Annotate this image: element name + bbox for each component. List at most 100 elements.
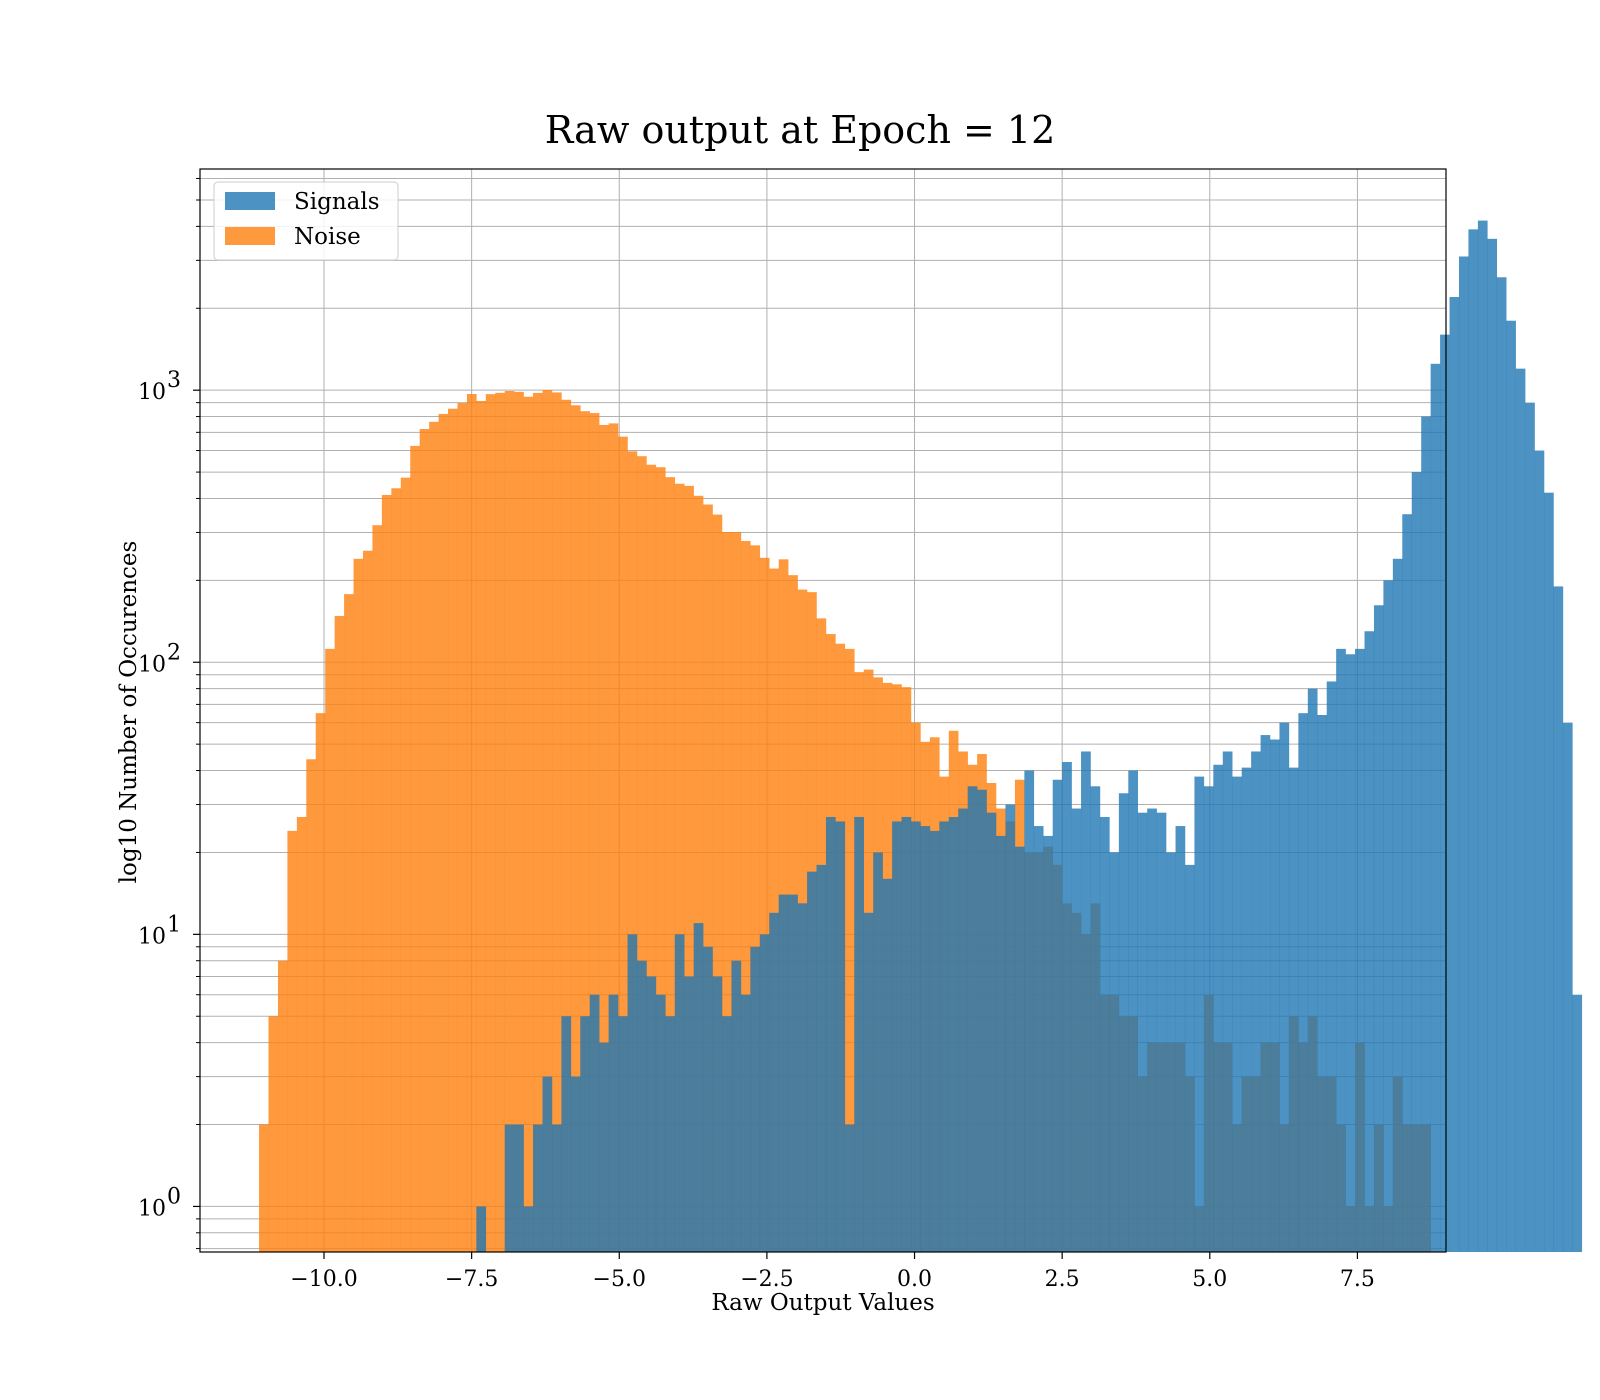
histogram-bar-signals [1468, 229, 1479, 1253]
histogram-bar-signals [807, 871, 817, 1252]
y-tick-label: 10 [138, 924, 166, 949]
histogram-bar-signals [977, 789, 987, 1252]
histogram-bar-signals [1043, 835, 1053, 1252]
histogram-bar-signals [608, 994, 619, 1252]
x-tick-label: −7.5 [445, 1267, 498, 1292]
histogram-bar-signals [523, 1206, 534, 1252]
x-tick-label: 2.5 [1045, 1267, 1080, 1292]
histogram-bar-signals [797, 903, 808, 1252]
histogram-bar-signals [910, 821, 921, 1252]
histogram-bar-signals [1553, 586, 1564, 1252]
histogram-bar-signals [655, 994, 666, 1252]
histogram-bar-signals [759, 934, 770, 1252]
histogram-bar-signals [1288, 767, 1299, 1252]
histogram-bar-signals [1496, 277, 1507, 1252]
histogram-bar-signals [1515, 368, 1526, 1252]
y-tick-label: 10 [138, 652, 166, 677]
histogram-bar-signals [551, 1124, 562, 1252]
histogram-bar-noise [438, 413, 449, 1252]
histogram-bar-signals [778, 894, 789, 1252]
histogram-bar-signals [958, 808, 968, 1252]
chart-title: Raw output at Epoch = 12 [545, 108, 1056, 152]
histogram-bar-noise [476, 400, 487, 1252]
histogram-bar-noise [759, 557, 770, 1252]
histogram-bar-signals [750, 946, 761, 1252]
histogram-bar-signals [1279, 722, 1290, 1252]
y-tick-label-exponent: 3 [167, 368, 181, 393]
histogram-bar-signals [1411, 472, 1422, 1253]
histogram-bar-signals [1326, 681, 1337, 1252]
y-axis-label: log10 Number of Occurences [116, 541, 142, 884]
histogram-bar-signals [618, 1016, 628, 1252]
histogram-bar-signals [1071, 808, 1082, 1252]
histogram-bar-signals [948, 816, 959, 1252]
legend-swatch-noise [225, 227, 275, 245]
histogram-bar-signals [1232, 776, 1242, 1252]
histogram-bar-noise [580, 411, 590, 1252]
histogram-bar-noise [495, 392, 505, 1252]
histogram-bar-noise [570, 405, 581, 1252]
legend-label-signals: Signals [294, 189, 380, 215]
histogram-bar-signals [731, 960, 742, 1252]
histogram-bar-signals [986, 812, 997, 1252]
histogram-bar-noise [750, 545, 761, 1252]
histogram-bar-noise [722, 532, 732, 1252]
histogram-bar-signals [788, 894, 798, 1252]
histogram-bar-signals [599, 1042, 609, 1252]
histogram-bar-signals [712, 976, 723, 1252]
y-tick-label: 10 [138, 380, 166, 405]
histogram-bar-signals [1156, 812, 1167, 1252]
histogram-bar-signals [1562, 722, 1573, 1252]
histogram-bar-noise [315, 713, 326, 1252]
legend-label-noise: Noise [294, 224, 361, 250]
histogram-bar-noise [589, 413, 600, 1252]
histogram-bar-noise [410, 445, 420, 1252]
histogram-bar-signals [1364, 631, 1375, 1252]
histogram-bar-noise [353, 558, 364, 1252]
plot-frame [199, 168, 1447, 1253]
histogram-bar-noise [485, 394, 496, 1252]
histogram-bar-noise [684, 485, 694, 1252]
histogram-bar-noise [731, 532, 742, 1252]
histogram-bar-signals [1383, 580, 1394, 1252]
histogram-bar-signals [636, 960, 647, 1252]
histogram-bar-noise [693, 495, 704, 1252]
histogram-bar-signals [1081, 751, 1091, 1252]
histogram-bar-signals [1251, 751, 1261, 1252]
x-tick-label: 7.5 [1340, 1267, 1375, 1292]
histogram-bar-signals [996, 835, 1006, 1252]
histogram-bar-noise [655, 467, 666, 1253]
histogram-bar-signals [580, 1016, 590, 1252]
histogram-bar-signals [476, 1206, 487, 1252]
histogram-bar-signals [1090, 786, 1101, 1252]
histogram-bar-signals [1402, 514, 1412, 1252]
histogram-bar-signals [1118, 793, 1129, 1252]
histogram-bar-signals [1317, 715, 1327, 1252]
histogram-bar-signals [920, 826, 931, 1252]
histogram-bar-noise [646, 464, 657, 1252]
histogram-bar-noise [344, 594, 354, 1252]
histogram-bar-signals [1014, 846, 1025, 1252]
y-tick-label-exponent: 1 [167, 912, 181, 937]
histogram-bar-signals [646, 976, 657, 1252]
histogram-bar-noise [296, 816, 307, 1252]
histogram-bar-noise [457, 403, 468, 1252]
histogram-bar-signals [1175, 826, 1186, 1252]
histogram-bar-noise [703, 504, 713, 1252]
histogram-bar-noise [325, 648, 335, 1252]
y-tick-label-exponent: 2 [167, 640, 181, 665]
histogram-bar-signals [703, 946, 713, 1252]
histogram-bar-signals [542, 1076, 553, 1252]
histogram-bar-noise [277, 960, 288, 1252]
histogram-bar-signals [1137, 812, 1148, 1252]
histogram-bar-signals [1421, 416, 1431, 1252]
histogram-bar-signals [1222, 751, 1233, 1252]
histogram-bar-signals [665, 1016, 676, 1252]
histogram-bar-signals [684, 976, 694, 1252]
histogram-bar-signals [504, 1124, 515, 1252]
histogram-bar-signals [693, 923, 704, 1252]
histogram-bar-signals [533, 1124, 543, 1252]
histogram-bar-signals [863, 912, 874, 1252]
histogram-bar-signals [1298, 713, 1309, 1252]
